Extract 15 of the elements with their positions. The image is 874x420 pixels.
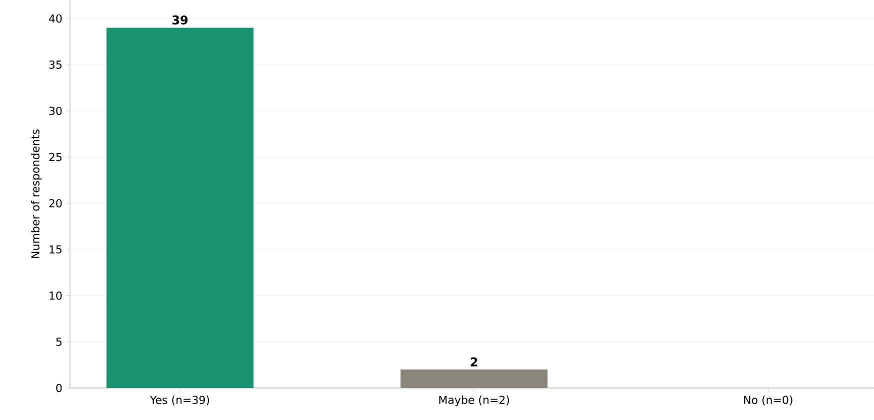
y-tick-label: 10 [50, 291, 62, 300]
y-tick-label: 5 [56, 338, 62, 346]
y-tick-label: 20 [49, 199, 62, 208]
x-tick-label: Maybe (n=2) [439, 396, 509, 406]
x-tick-label: Yes (n=39) [150, 396, 210, 406]
y-tick-label: 35 [49, 60, 62, 69]
y-tick-label: 15 [50, 245, 62, 254]
x-tick-label: No (n=0) [744, 396, 792, 406]
y-axis-title: Number of respondents [30, 130, 42, 258]
y-tick-label: 30 [49, 106, 62, 116]
data-label: 39 [172, 15, 188, 25]
data-label: 2 [470, 357, 478, 366]
y-tick-label: 25 [49, 152, 62, 162]
y-tick-label: 40 [49, 14, 62, 23]
y-tick-label: 0 [56, 384, 62, 392]
